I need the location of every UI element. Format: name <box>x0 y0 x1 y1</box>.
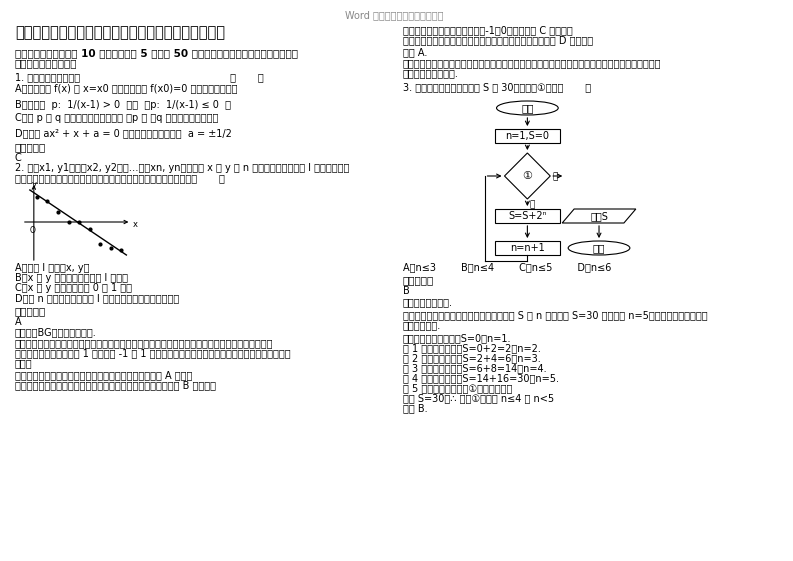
Text: D．当 n 为偶数时，分布在 l 两侧的样本点的个数一定相同: D．当 n 为偶数时，分布在 l 两侧的样本点的个数一定相同 <box>15 293 179 303</box>
Text: 两个变量的相关系数不是直线的斜率，而是需要用公式做出，故 B 不正确；: 两个变量的相关系数不是直线的斜率，而是需要用公式做出，故 B 不正确； <box>15 380 216 390</box>
Text: C．若 p 是 q 的充分不必要条件，则 非p 是 非q 的必要不充分条件；: C．若 p 是 q 的充分不必要条件，则 非p 是 非q 的必要不充分条件； <box>15 113 218 123</box>
Text: 参考答案：: 参考答案： <box>15 306 46 316</box>
Text: 【考点】循环结构.: 【考点】循环结构. <box>403 297 453 307</box>
Text: A．命题函数 f(x) 在 x=x0 处有极值，则 f(x0)=0 的否命题是真命题: A．命题函数 f(x) 在 x=x0 处有极值，则 f(x0)=0 的否命题是真… <box>15 83 237 93</box>
Text: 参考答案：: 参考答案： <box>403 275 435 285</box>
Text: 3. 若下面的程序框图输出的 S 是 30，则条件①可为（       ）: 3. 若下面的程序框图输出的 S 是 30，则条件①可为（ ） <box>403 82 591 92</box>
Text: x: x <box>132 220 137 229</box>
Text: 第 4 次判断后循环：S=14+16=30，n=5.: 第 4 次判断后循环：S=14+16=30，n=5. <box>403 373 559 383</box>
Ellipse shape <box>568 241 630 255</box>
Text: B．若命题  p:  1/(x-1) > 0  ，则  非p:  1/(x-1) ≤ 0  ；: B．若命题 p: 1/(x-1) > 0 ，则 非p: 1/(x-1) ≤ 0 … <box>15 100 231 110</box>
Bar <box>495 241 560 255</box>
Text: 故选 B.: 故选 B. <box>403 403 427 413</box>
Point <box>30 192 43 201</box>
Bar <box>495 209 560 223</box>
Text: 开始: 开始 <box>521 103 534 113</box>
Text: 所有的样本点集中在回归直线附近，不一定两侧一样多，故 D 不正确；: 所有的样本点集中在回归直线附近，不一定两侧一样多，故 D 不正确； <box>403 35 593 45</box>
Text: ①: ① <box>523 171 532 181</box>
Text: S=S+2ⁿ: S=S+2ⁿ <box>508 211 546 221</box>
Text: 【解答】解：回归直线一定过这组数据的样本中心点，故 A 正确；: 【解答】解：回归直线一定过这组数据的样本中心点，故 A 正确； <box>15 370 192 380</box>
Text: 【分析】回归直线一定过这组数据的样本中心点，两个变量的相关系数不是直线的斜率，两个变量的: 【分析】回归直线一定过这组数据的样本中心点，两个变量的相关系数不是直线的斜率，两… <box>15 338 274 348</box>
Text: O: O <box>30 226 36 235</box>
Text: 第 5 次判断不满足条件①并退出循环；: 第 5 次判断不满足条件①并退出循环； <box>403 383 512 393</box>
Text: A: A <box>15 317 21 327</box>
Text: 直线斜率为负，相关系数应在（-1，0）之间，故 C 不正确；: 直线斜率为负，相关系数应在（-1，0）之间，故 C 不正确； <box>403 25 573 35</box>
Text: 【分析】用列举法，通过循环过程直接得出 S 与 n 的值，当 S=30 时，此时 n=5，退出循环，从而可得: 【分析】用列举法，通过循环过程直接得出 S 与 n 的值，当 S=30 时，此时… <box>403 310 707 320</box>
Text: 是: 是 <box>530 200 534 209</box>
Text: 限制。: 限制。 <box>15 358 33 368</box>
Text: 结束: 结束 <box>593 243 605 253</box>
Text: C: C <box>15 153 21 163</box>
Text: 第 3 次判断后循环：S=6+8=14，n=4.: 第 3 次判断后循环：S=6+8=14，n=4. <box>403 363 546 373</box>
Point <box>73 218 86 227</box>
Ellipse shape <box>496 101 558 115</box>
Point <box>52 207 64 216</box>
Text: 输出S: 输出S <box>590 211 608 221</box>
Text: 四川省宜宾市兴文县中学校高二数学理模拟试卷含解析: 四川省宜宾市兴文县中学校高二数学理模拟试卷含解析 <box>15 25 225 40</box>
Text: C．x 和 y 的相关系数在 0 到 1 之间: C．x 和 y 的相关系数在 0 到 1 之间 <box>15 283 132 293</box>
Text: 一、选择题：本大题共 10 小题，每小题 5 分，共 50 分。在每小题给出的四个选项中，只有: 一、选择题：本大题共 10 小题，每小题 5 分，共 50 分。在每小题给出的四… <box>15 48 298 58</box>
Text: 否: 否 <box>552 172 557 181</box>
Text: 1. 下列说法中正确的是                                                （       ）: 1. 下列说法中正确的是 （ ） <box>15 72 264 82</box>
Text: 第 2 次判断后循环：S=2+4=6，n=3.: 第 2 次判断后循环：S=2+4=6，n=3. <box>403 353 541 363</box>
Polygon shape <box>562 209 636 223</box>
Point <box>62 218 75 227</box>
Text: 是一个符合题目要求的: 是一个符合题目要求的 <box>15 58 78 68</box>
Text: 输出 S=30，∴ 条件①应该是 n≤4 或 n<5: 输出 S=30，∴ 条件①应该是 n≤4 或 n<5 <box>403 393 554 403</box>
Point <box>94 239 106 248</box>
Bar <box>495 129 560 143</box>
Text: A．直线 l 过点（x, y）: A．直线 l 过点（x, y） <box>15 263 90 273</box>
Text: y: y <box>32 180 36 189</box>
Point <box>41 197 54 206</box>
Text: B: B <box>403 286 410 296</box>
Text: 参考答案：: 参考答案： <box>15 142 46 152</box>
Text: 【点评】本题考查线性回归方程，考查样本中心点的性质，考查相关系数的做法，考查样本点的分布: 【点评】本题考查线性回归方程，考查样本中心点的性质，考查相关系数的做法，考查样本… <box>403 58 661 68</box>
Text: 故选 A.: 故选 A. <box>403 47 427 57</box>
Text: 【考点】BG：线性回归方程.: 【考点】BG：线性回归方程. <box>15 327 97 337</box>
Text: B．x 和 y 的相关系数为直线 l 的斜率: B．x 和 y 的相关系数为直线 l 的斜率 <box>15 273 128 283</box>
Text: Word 文档下载后（可任意编辑）: Word 文档下载后（可任意编辑） <box>345 10 443 20</box>
Text: 特点，是一个基础题.: 特点，是一个基础题. <box>403 68 459 78</box>
Text: n=n+1: n=n+1 <box>510 243 545 253</box>
Point <box>115 245 128 254</box>
Text: n=1,S=0: n=1,S=0 <box>505 131 550 141</box>
Text: 【解答】解：循环前：S=0，n=1.: 【解答】解：循环前：S=0，n=1. <box>403 333 511 343</box>
Text: 第 1 次判断后循环：S=0+2=2，n=2.: 第 1 次判断后循环：S=0+2=2，n=2. <box>403 343 541 353</box>
Point <box>105 243 117 252</box>
Polygon shape <box>504 153 550 199</box>
Text: 判断框的条件.: 判断框的条件. <box>403 320 441 330</box>
Text: 点通过最小二乘法得到的线性回归直线（如图），以下结论正确的是（       ）: 点通过最小二乘法得到的线性回归直线（如图），以下结论正确的是（ ） <box>15 173 224 183</box>
Text: 2. 设（x1, y1），（x2, y2），…，（xn, yn）是变量 x 和 y 的 n 次方个样本点，直线 l 是由这些样本: 2. 设（x1, y1），（x2, y2），…，（xn, yn）是变量 x 和 … <box>15 163 349 173</box>
Point <box>83 225 96 234</box>
Text: D．方程 ax² + x + a = 0 有唯一解的充要条件是  a = ±1/2: D．方程 ax² + x + a = 0 有唯一解的充要条件是 a = ±1/2 <box>15 128 232 138</box>
Text: A．n≤3        B．n≤4        C．n≤5        D．n≤6: A．n≤3 B．n≤4 C．n≤5 D．n≤6 <box>403 262 611 272</box>
Text: 相关系数的绝对值是小于 1 的，是在 -1 与 1 之间，所有的样本点集中在回归直线附近，没有特殊的: 相关系数的绝对值是小于 1 的，是在 -1 与 1 之间，所有的样本点集中在回归… <box>15 348 290 358</box>
